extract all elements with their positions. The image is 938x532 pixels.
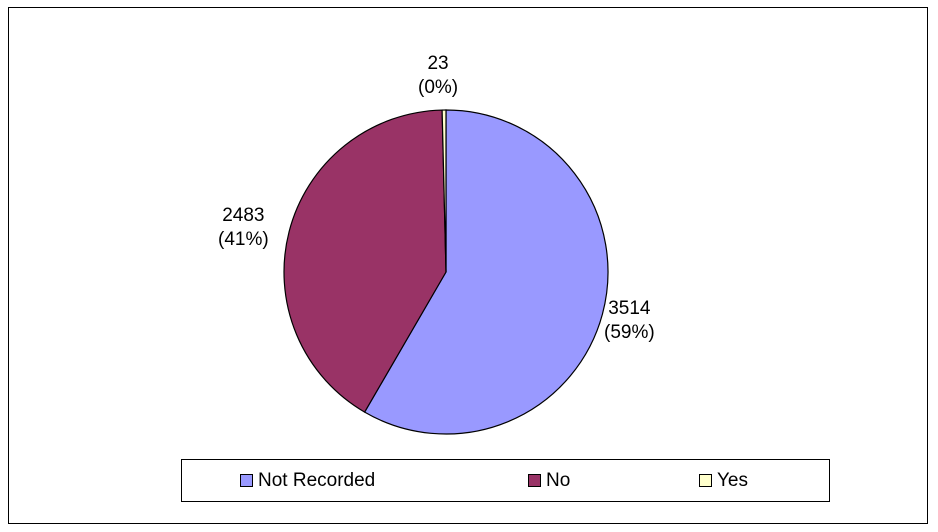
slice-label-yes: 23 (0%): [418, 52, 458, 100]
pie-slice-no: [283, 109, 447, 413]
legend-label-not-recorded: Not Recorded: [258, 469, 376, 491]
slice-value-no: 2483: [222, 205, 265, 226]
chart-legend: Not Recorded No Yes: [181, 459, 830, 502]
legend-item-no: No: [528, 460, 570, 501]
slice-label-no: 2483 (41%): [218, 204, 269, 252]
slice-value-yes: 23: [427, 53, 449, 74]
legend-swatch-not-recorded: [240, 474, 253, 487]
legend-label-yes: Yes: [717, 469, 748, 491]
legend-swatch-no: [528, 474, 541, 487]
slice-percent-no: (41%): [218, 229, 269, 250]
legend-label-no: No: [546, 469, 571, 491]
legend-item-not-recorded: Not Recorded: [240, 460, 375, 501]
legend-swatch-yes: [699, 474, 712, 487]
slice-percent-not-recorded: (59%): [604, 322, 655, 343]
slice-percent-yes: (0%): [418, 77, 459, 98]
slice-label-not-recorded: 3514 (59%): [604, 297, 655, 345]
slice-value-not-recorded: 3514: [608, 298, 651, 319]
pie-slice-yes: [441, 109, 447, 273]
pie-slice-not-recorded: [363, 109, 609, 435]
legend-item-yes: Yes: [699, 460, 748, 501]
